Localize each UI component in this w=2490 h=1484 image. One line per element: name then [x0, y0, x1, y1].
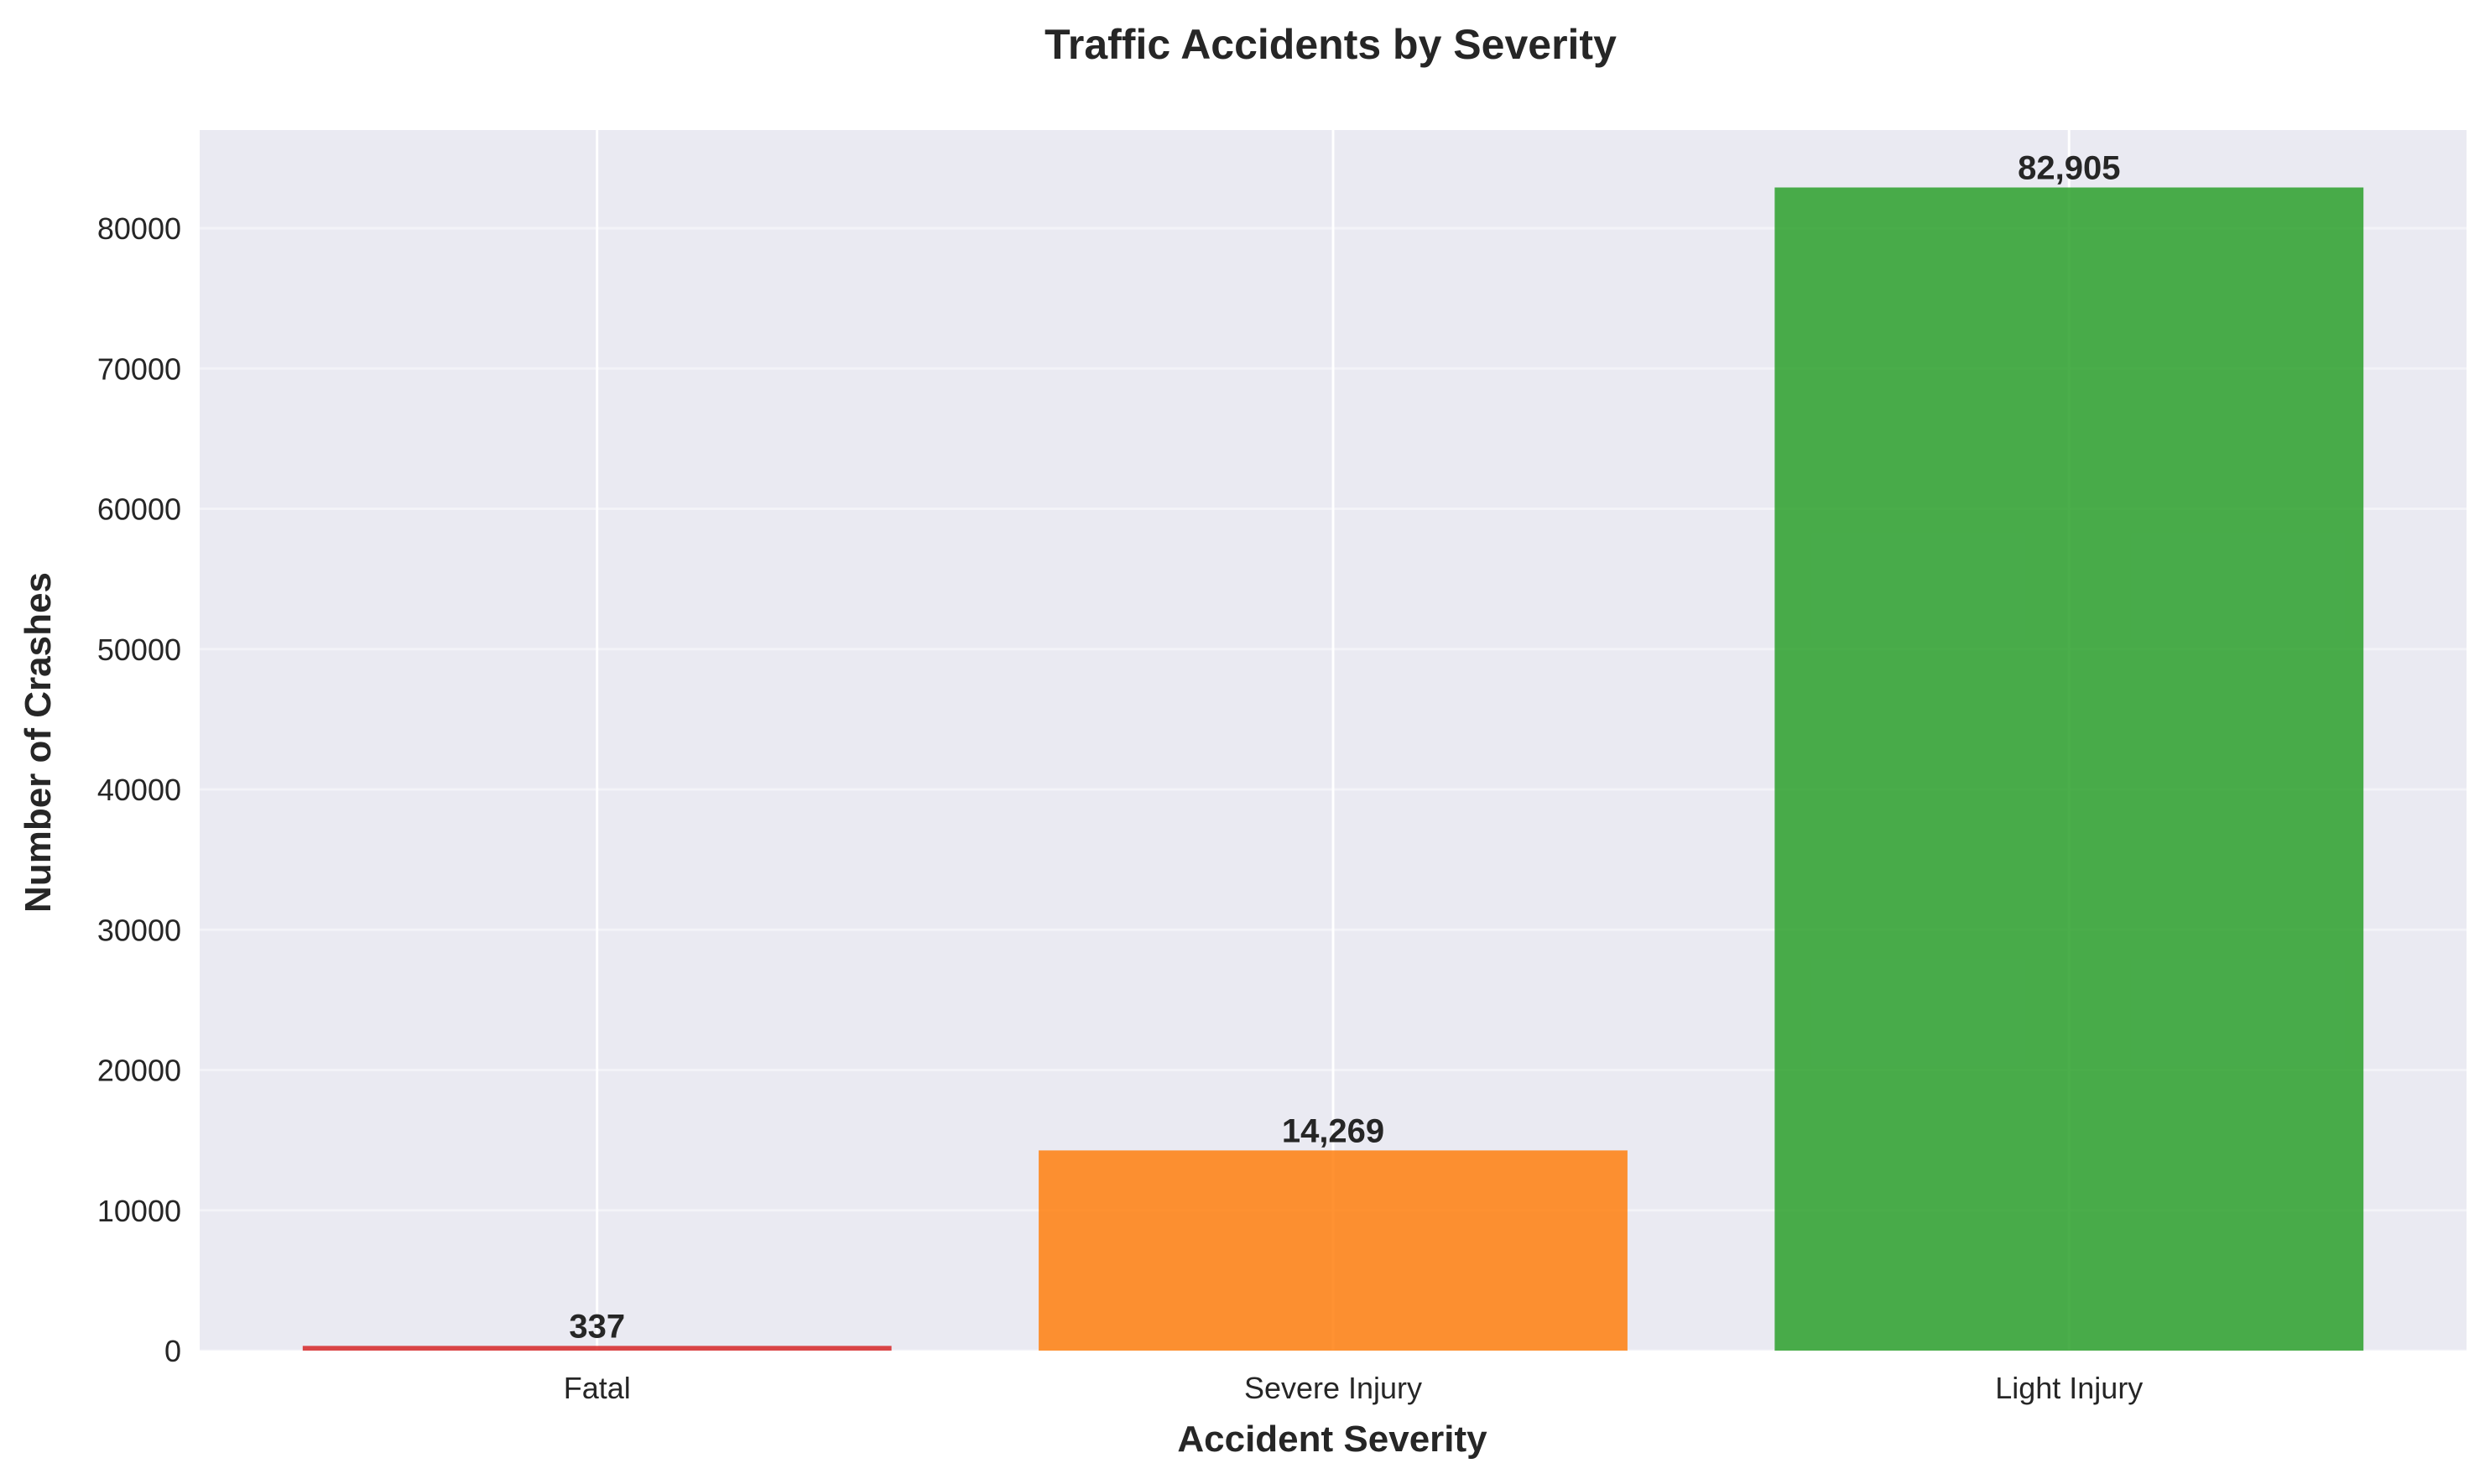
- x-axis-ticks: Fatal Severe Injury Light Injury: [564, 1371, 2144, 1405]
- bar-value-label: 337: [569, 1308, 625, 1345]
- bar-value-label: 14,269: [1282, 1112, 1384, 1149]
- bar-light-injury: [1774, 187, 2364, 1351]
- x-axis-label: Accident Severity: [1177, 1419, 1487, 1460]
- y-tick-label: 20000: [97, 1054, 181, 1088]
- y-tick-label: 40000: [97, 773, 181, 807]
- bar-value-labels: 337 14,269 82,905: [569, 149, 2120, 1345]
- y-tick-label: 0: [164, 1334, 181, 1368]
- bar-value-label: 82,905: [2018, 149, 2120, 186]
- x-tick-label: Fatal: [564, 1371, 631, 1405]
- y-tick-label: 30000: [97, 913, 181, 947]
- bars: [302, 187, 2364, 1351]
- y-tick-label: 50000: [97, 633, 181, 667]
- bar-severe-injury: [1039, 1150, 1628, 1351]
- y-tick-label: 60000: [97, 492, 181, 527]
- x-tick-label: Severe Injury: [1244, 1371, 1422, 1405]
- y-axis-ticks: 0 10000 20000 30000 40000 50000 60000 70000 8000…: [97, 211, 181, 1368]
- chart-title: Traffic Accidents by Severity: [1044, 21, 1617, 68]
- y-tick-label: 70000: [97, 351, 181, 386]
- bar-fatal: [302, 1346, 892, 1351]
- y-tick-label: 80000: [97, 211, 181, 246]
- y-tick-label: 10000: [97, 1194, 181, 1228]
- y-axis-label: Number of Crashes: [18, 572, 59, 913]
- x-tick-label: Light Injury: [1995, 1371, 2143, 1405]
